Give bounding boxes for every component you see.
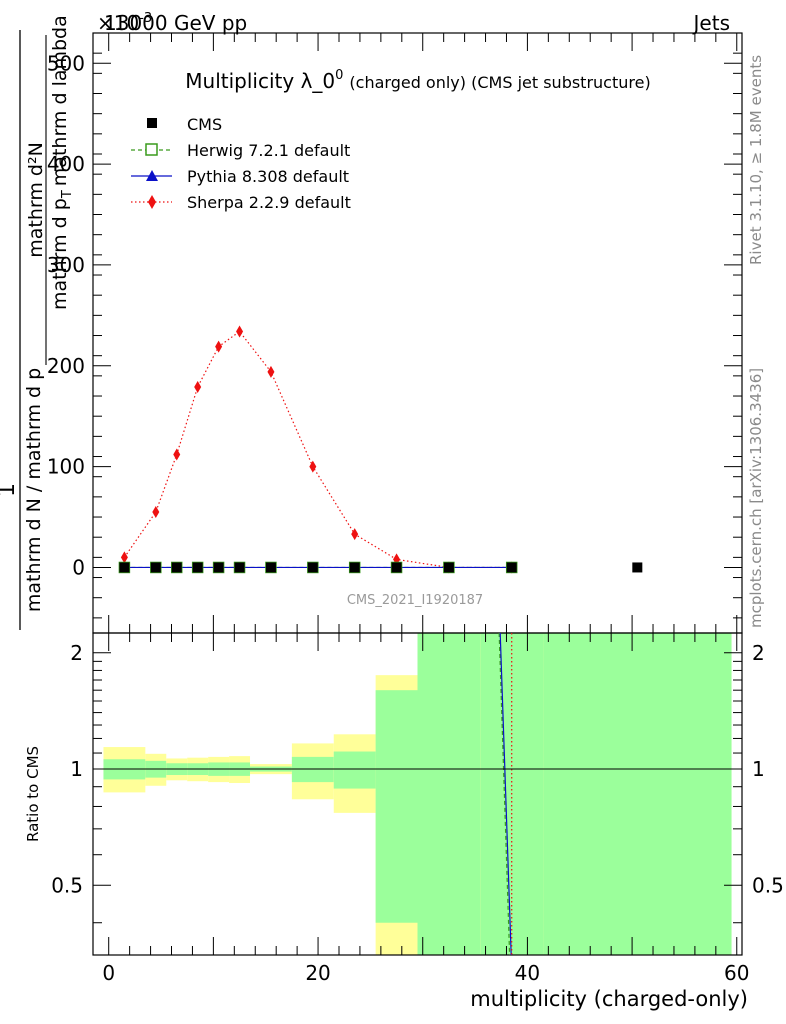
svg-text:mathrm d N / mathrm d p: mathrm d N / mathrm d p [23,368,45,612]
point-sherpa-0 [120,551,128,564]
main-ytick-label: 500 [47,51,85,75]
x-axis-label: multiplicity (charged-only) [470,987,748,1011]
legend-label-herwig: Herwig 7.2.1 default [187,141,350,160]
mcplots-label: mcplots.cern.ch [arXiv:1306.3436] [747,368,765,628]
ratio-ytick-label: 0.5 [51,873,83,897]
ratio-ytick-label-right: 2 [752,641,765,665]
ratio-panel-frame [92,632,743,956]
ratio-xtick-label: 20 [305,961,330,985]
point-sherpa-8 [351,528,359,541]
point-sherpa-2 [173,448,181,461]
exponent-label: ×10-3 [97,11,152,35]
main-panel-series [118,325,643,574]
legend-label-sherpa: Sherpa 2.2.9 default [187,193,351,212]
point-sherpa-3 [194,380,202,393]
chart-title: Multiplicity λ_00 (charged only) (CMS jet… [185,68,650,93]
main-y-axis-label: 1 mathrm d N / mathrm d p mathrm d²N mat… [0,15,75,630]
ratio-line-herwig [498,632,511,956]
point-cms-3 [192,562,203,573]
point-sherpa-1 [152,505,160,518]
point-sherpa-4 [215,340,223,353]
main-ytick-label: 400 [47,152,85,176]
svg-text:1: 1 [0,483,20,497]
ratio-y-axis-label: Ratio to CMS [24,746,42,842]
point-cms-4 [213,562,224,573]
band-inner-8 [333,751,376,789]
point-cms-1 [150,562,161,573]
point-cms-5 [234,562,245,573]
main-ytick-label: 0 [72,555,85,579]
point-cms-8 [349,562,360,573]
point-cms-7 [307,562,318,573]
ratio-xtick-label: 40 [515,961,540,985]
header-energy: 13000 GeV pp [104,11,247,35]
ratio-line-pythia [499,632,512,956]
point-cms-11 [506,562,517,573]
point-cms-9 [391,562,402,573]
point-cms-2 [171,562,182,573]
legend-marker-cms [147,118,157,128]
ratio-ytick-label-right: 1 [752,757,765,781]
ratio-uncertainty-bands [103,633,732,955]
legend-marker-sherpa [148,195,156,209]
point-cms-6 [265,562,276,573]
band-inner-10 [417,633,481,955]
svg-text:mathrm d²N: mathrm d²N [25,142,47,258]
axis-ticks: 0 100 200 300 400 500 0 20 40 60 0.5 0.5 1 1 2 2 [47,33,784,985]
series-line-sherpa [123,330,512,569]
legend: CMS Herwig 7.2.1 default Pythia 8.308 de… [131,115,351,212]
point-sherpa-7 [309,460,317,473]
ratio-xtick-label: 60 [724,961,749,985]
point-sherpa-5 [236,325,244,338]
point-cms-10 [443,562,454,573]
legend-marker-herwig [145,143,158,156]
ratio-xtick-label: 0 [102,961,115,985]
point-cms-0 [119,562,130,573]
legend-marker-pythia [146,170,158,181]
point-cms-12 [632,562,643,573]
ratio-panel-series [498,632,513,956]
point-sherpa-6 [267,365,275,378]
band-inner-9 [375,690,418,923]
legend-label-pythia: Pythia 8.308 default [187,167,349,186]
ratio-ytick-label: 1 [70,757,83,781]
ratio-ytick-label-right: 0.5 [752,873,784,897]
ratio-ytick-label: 2 [70,641,83,665]
header-jets: Jets [692,11,730,35]
band-inner-12 [543,633,732,955]
legend-label-cms: CMS [187,115,222,134]
main-ytick-label: 200 [47,354,85,378]
rivet-version-label: Rivet 3.1.10, ≥ 1.8M events [747,55,765,265]
main-ytick-label: 300 [47,253,85,277]
svg-text:mathrm d pTmathrm d lambda: mathrm d pTmathrm d lambda [49,15,75,310]
analysis-watermark: CMS_2021_I1920187 [347,593,483,608]
main-ytick-label: 100 [47,455,85,479]
